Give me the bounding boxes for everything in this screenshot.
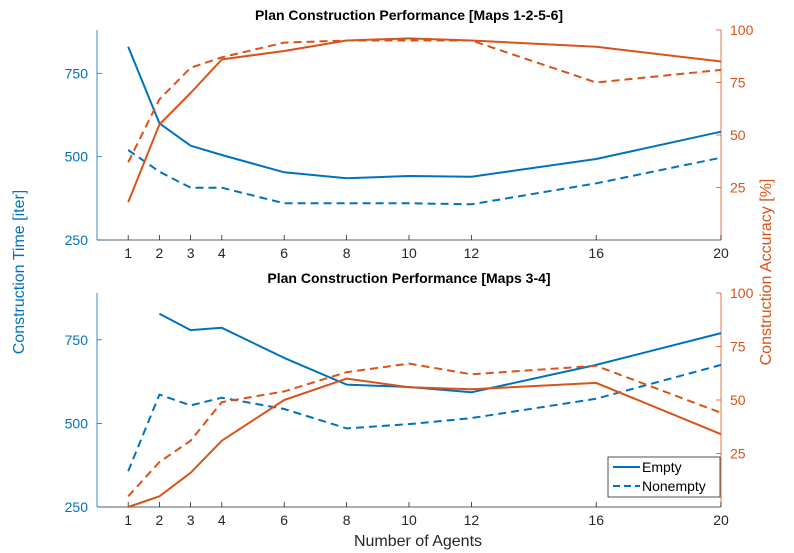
panel-2: Plan Construction Performance [Maps 3-4]… [65, 270, 754, 528]
x-tick-label: 4 [218, 512, 226, 528]
series-line-time-empty [127, 46, 722, 180]
x-tick-label: 1 [124, 245, 132, 261]
x-tick-label: 10 [401, 512, 417, 528]
y-tick-label-right: 25 [730, 446, 746, 462]
x-tick-label: 6 [280, 245, 288, 261]
x-tick-label: 1 [124, 512, 132, 528]
x-tick-label: 2 [156, 512, 164, 528]
y-axis-label-left: Construction Time [iter] [11, 190, 28, 355]
series-line-time-empty [158, 312, 722, 394]
x-tick-label: 4 [218, 245, 226, 261]
y-tick-label-right: 50 [730, 392, 746, 408]
series-line-accuracy-empty [127, 377, 722, 508]
y-tick-label-left: 750 [65, 65, 89, 81]
x-tick-label: 8 [343, 512, 351, 528]
x-tick-label: 3 [187, 512, 195, 528]
legend: Empty Nonempty [607, 456, 721, 498]
legend-entry-nonempty: Nonempty [642, 478, 706, 494]
x-tick-label: 10 [401, 245, 417, 261]
y-tick-label-left: 250 [65, 232, 89, 248]
x-tick-label: 3 [187, 245, 195, 261]
legend-entry-empty: Empty [642, 459, 682, 475]
y-tick-label-left: 500 [65, 415, 89, 431]
series-line-accuracy-nonempty [127, 39, 722, 163]
x-tick-label: 12 [464, 245, 480, 261]
y-tick-label-right: 50 [730, 127, 746, 143]
y-tick-label-right: 100 [730, 285, 754, 301]
y-tick-label-right: 75 [730, 339, 746, 355]
x-tick-label: 2 [156, 245, 164, 261]
x-tick-label: 20 [713, 512, 729, 528]
y-tick-label-right: 25 [730, 180, 746, 196]
x-tick-label: 16 [588, 245, 604, 261]
chart-title: Plan Construction Performance [Maps 3-4] [267, 270, 550, 286]
series-line-accuracy-empty [127, 37, 722, 203]
x-tick-label: 12 [464, 512, 480, 528]
y-tick-label-left: 250 [65, 499, 89, 515]
x-axis-label: Number of Agents [354, 533, 482, 550]
legend-box [607, 456, 721, 498]
x-tick-label: 16 [588, 512, 604, 528]
y-tick-label-left: 500 [65, 149, 89, 165]
x-tick-label: 8 [343, 245, 351, 261]
y-tick-label-right: 100 [730, 22, 754, 38]
panel-1: Plan Construction Performance [Maps 1-2-… [65, 7, 754, 261]
series-line-time-nonempty [127, 363, 722, 472]
y-tick-label-left: 750 [65, 332, 89, 348]
chart-title: Plan Construction Performance [Maps 1-2-… [255, 7, 563, 23]
series-line-time-nonempty [127, 149, 722, 206]
series-line-accuracy-nonempty [127, 362, 722, 497]
y-tick-label-right: 75 [730, 75, 746, 91]
x-tick-label: 20 [713, 245, 729, 261]
y-axis-label-right: Construction Accuracy [%] [758, 179, 775, 366]
x-tick-label: 6 [280, 512, 288, 528]
